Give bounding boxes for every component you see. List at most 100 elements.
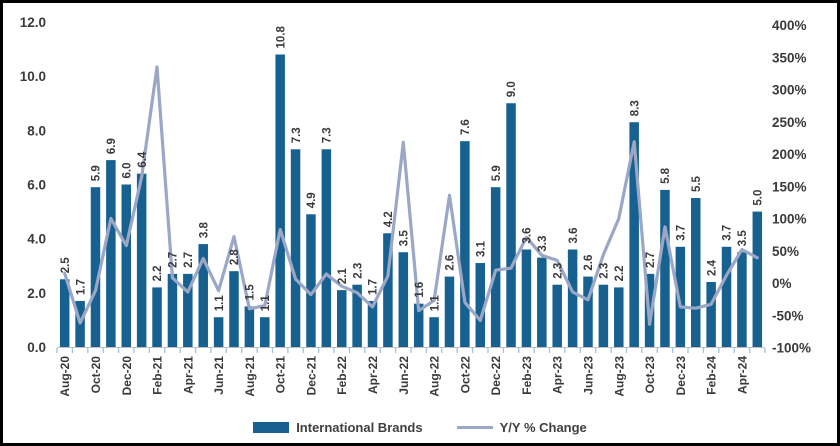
bar-data-label: 3.7	[676, 225, 688, 241]
left-axis-tick-label: 2.0	[27, 286, 46, 301]
bar-data-label: 1.1	[429, 295, 441, 312]
bar	[290, 149, 301, 347]
bar	[260, 317, 270, 347]
bar	[506, 103, 516, 347]
bar	[183, 273, 193, 347]
left-axis-tick-label: 12.0	[20, 15, 46, 30]
bar-data-label: 7.3	[291, 127, 303, 143]
yoy-line	[63, 65, 759, 326]
bar	[598, 284, 609, 347]
x-axis-tick-label: Aug-20	[58, 356, 72, 397]
bar-data-label: 3.6	[522, 228, 534, 244]
bar-data-label: 2.2	[614, 265, 626, 281]
bar	[490, 187, 501, 347]
bar-data-label: 5.9	[491, 165, 503, 181]
bar	[213, 317, 224, 347]
x-axis-tick-label: Dec-22	[489, 356, 503, 396]
bar	[444, 276, 455, 347]
bar	[629, 122, 639, 347]
x-axis-labels: Aug-20 Oct-20 Dec-20 Feb-21 Apr-21 Jun-21 Aug-…	[58, 356, 749, 397]
x-axis-tick-label: Apr-24	[735, 356, 749, 394]
bar	[737, 252, 747, 347]
left-axis-tick-label: 10.0	[20, 69, 46, 84]
bar-data-label: 2.1	[337, 268, 349, 285]
bar-data-label: 4.2	[383, 211, 395, 227]
bar	[721, 246, 732, 347]
bar	[660, 189, 670, 347]
bar-data-label: 7.6	[460, 119, 472, 135]
bar	[244, 306, 255, 347]
bar	[275, 54, 285, 347]
left-axis-tick-label: 8.0	[27, 123, 46, 138]
bar-data-label: 3.3	[537, 236, 549, 252]
bar	[198, 244, 208, 347]
bar	[90, 187, 101, 347]
bar-data-label: 2.5	[60, 257, 72, 274]
x-axis-tick-label: Feb-23	[520, 356, 534, 395]
bar	[537, 257, 547, 347]
bar-data-label: 3.8	[198, 221, 210, 238]
bar-data-label: 2.3	[552, 263, 564, 279]
x-axis-tick-label: Feb-22	[335, 356, 349, 395]
right-axis: 400% 350% 300% 250% 200% 150% 100% 50% 0% -50% -10…	[772, 18, 811, 356]
right-axis-tick-label: 100%	[772, 212, 807, 227]
bar-data-label: 1.1	[260, 295, 272, 312]
legend-item-bars: International Brands	[253, 420, 423, 435]
right-axis-tick-label: -50%	[772, 308, 804, 323]
x-axis-tick-label: Feb-21	[151, 356, 165, 395]
bar-data-label: 2.3	[352, 263, 364, 279]
right-axis-tick-label: 0%	[772, 276, 792, 291]
bar	[136, 173, 147, 347]
bar-data-label: 10.8	[275, 26, 287, 49]
left-axis-tick-label: 6.0	[27, 178, 46, 193]
bar	[398, 252, 409, 347]
right-axis-tick-label: 250%	[772, 115, 807, 130]
left-axis-tick-label: 0.0	[27, 340, 46, 355]
bar-data-label: 6.4	[137, 151, 149, 168]
bar-data-labels: 2.51.75.96.96.06.42.22.7 2.73.81.12.81.51…	[60, 26, 765, 312]
bar	[552, 284, 562, 347]
bar-data-label: 5.8	[660, 167, 672, 184]
x-axis-tick-label: Oct-20	[89, 356, 103, 394]
bar	[413, 303, 424, 347]
bar	[475, 263, 486, 347]
x-axis-tick-label: Jun-22	[397, 356, 411, 395]
bar	[229, 271, 239, 347]
bar	[460, 141, 470, 347]
bar	[383, 233, 393, 347]
bar	[614, 287, 624, 347]
x-axis-tick-label: Feb-24	[705, 356, 719, 395]
bar	[306, 214, 316, 347]
left-axis: 12.0 10.0 8.0 6.0 4.0 2.0 0.0	[20, 15, 46, 355]
bar-data-label: 7.3	[322, 127, 334, 143]
right-axis-tick-label: 300%	[772, 83, 807, 98]
x-axis	[56, 347, 766, 353]
bar-data-label: 2.6	[445, 255, 457, 271]
chart-legend: International Brands Y/Y % Change	[3, 420, 837, 435]
right-axis-tick-label: 350%	[772, 50, 807, 65]
bar	[59, 279, 70, 347]
bar-data-label: 9.0	[506, 81, 518, 97]
bar-data-label: 6.0	[121, 163, 133, 179]
bar-data-label: 1.7	[75, 279, 87, 295]
right-axis-tick-label: 50%	[772, 244, 799, 259]
x-axis-tick-label: Oct-22	[458, 356, 472, 394]
chart-svg: 12.0 10.0 8.0 6.0 4.0 2.0 0.0 400% 350% 300% 250% 2…	[20, 15, 811, 397]
bar	[521, 249, 532, 347]
bar-data-label: 2.8	[229, 249, 241, 266]
right-axis-tick-label: 150%	[772, 179, 807, 194]
bar-data-label: 4.9	[306, 192, 318, 208]
right-axis-tick-label: -100%	[772, 341, 811, 356]
bar-data-label: 6.9	[106, 138, 118, 154]
bar-data-label: 1.6	[414, 282, 426, 298]
bar	[752, 211, 763, 347]
x-axis-tick-label: Oct-23	[643, 356, 657, 394]
bar	[121, 184, 132, 347]
legend-item-line: Y/Y % Change	[456, 420, 587, 435]
x-axis-tick-label: Apr-21	[181, 356, 195, 394]
line-swatch-icon	[456, 426, 493, 429]
bar-data-label: 8.3	[629, 100, 641, 116]
bar	[706, 282, 716, 347]
x-axis-tick-label: Dec-20	[120, 356, 134, 396]
